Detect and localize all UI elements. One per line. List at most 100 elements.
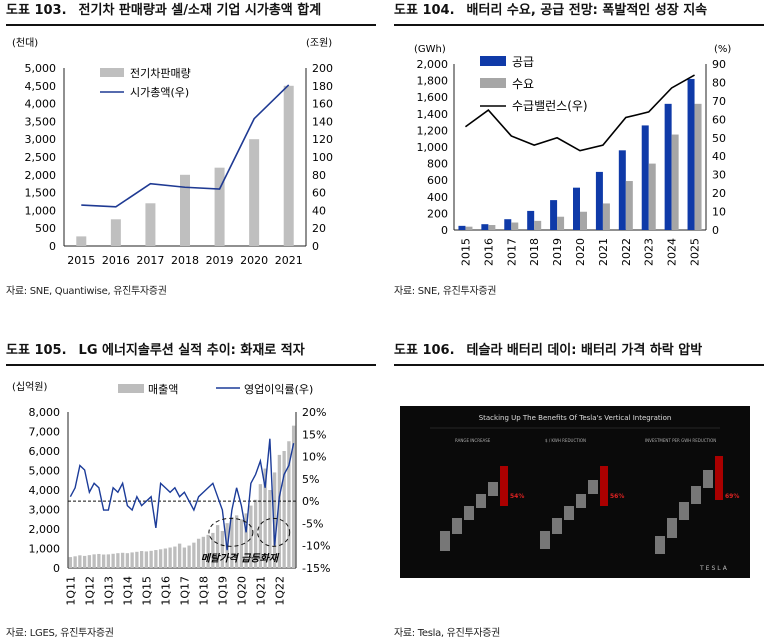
- demand-bar: [671, 134, 679, 230]
- sales-bar: [177, 543, 182, 568]
- y2-tick-label: -5%: [302, 517, 323, 530]
- sales-bar: [173, 546, 177, 568]
- y2-tick-label: 160: [312, 98, 333, 111]
- supply-bar: [573, 187, 580, 230]
- y2-tick-label: 20: [712, 187, 726, 200]
- tesla-col-label: INVESTMENT PER GWH REDUCTION: [645, 438, 716, 443]
- y-tick-label: 400: [427, 191, 448, 204]
- x-tick-label: 1Q20: [235, 576, 248, 606]
- sales-bar: [139, 551, 144, 568]
- supply-bar: [641, 125, 649, 230]
- supply-bar: [458, 225, 466, 230]
- margin-line: [69, 438, 295, 551]
- legend-label: 시가총액(우): [130, 86, 189, 99]
- bar: [214, 167, 225, 246]
- x-tick-label: 2023: [643, 238, 656, 266]
- sales-bar: [111, 553, 115, 568]
- x-tick-label: 2024: [666, 238, 679, 266]
- panel-title: 도표 104. 배터리 수요, 공급 전망: 폭발적인 성장 지속: [394, 0, 764, 26]
- sales-bar: [106, 554, 111, 568]
- y2-tick-label: 20: [312, 222, 326, 235]
- bar: [145, 203, 156, 246]
- sales-bar: [291, 425, 296, 568]
- x-tick-label: 1Q16: [159, 576, 172, 606]
- tesla-col-3: INVESTMENT PER GWH REDUCTION 69%: [645, 438, 739, 554]
- tesla-result: 54%: [510, 493, 524, 500]
- y2-tick-label: -10%: [302, 540, 330, 553]
- annotation-circle: [257, 517, 291, 547]
- sales-bar: [282, 451, 286, 568]
- x-tick-label: 2018: [528, 238, 541, 266]
- panel-title: 도표 106. 테슬라 배터리 데이: 배터리 가격 하락 압박: [394, 340, 764, 366]
- tesla-logo: TESLA: [699, 565, 729, 572]
- x-tick-label: 2022: [620, 238, 633, 266]
- y2-tick-label: -15%: [302, 562, 330, 575]
- y2-tick-label: 30: [712, 169, 726, 182]
- sales-bar: [244, 513, 248, 568]
- sales-bar: [135, 551, 139, 568]
- sales-bar: [68, 557, 73, 568]
- sales-bar: [78, 555, 82, 568]
- y-tick-label: 1,200: [417, 124, 449, 137]
- y-tick-label: 5,000: [25, 62, 57, 75]
- x-tick-label: 2019: [551, 238, 564, 266]
- panel-title: 도표 105. LG 에너지솔루션 실적 추이: 화재로 적자: [6, 340, 376, 366]
- demand-bar: [580, 211, 587, 230]
- y2-tick-label: 200: [312, 62, 333, 75]
- sales-bar: [192, 542, 196, 568]
- y-axis-label: (십억원): [12, 381, 48, 393]
- sales-bar: [182, 547, 187, 568]
- y-tick-label: 1,500: [25, 187, 57, 200]
- sales-bar: [73, 556, 77, 568]
- x-tick-label: 1Q19: [216, 576, 229, 606]
- tesla-col-2: $ / KWH REDUCTION 56%: [540, 438, 624, 549]
- y2-tick-label: 15%: [302, 428, 326, 441]
- y-tick-label: 3,000: [25, 133, 57, 146]
- source-note: 자료: LGES, 유진투자증권: [6, 628, 114, 639]
- x-tick-label: 2018: [171, 254, 199, 267]
- sales-bar: [92, 554, 96, 568]
- x-tick-label: 1Q13: [102, 576, 115, 606]
- x-tick-label: 1Q22: [273, 576, 286, 606]
- sales-bar: [87, 555, 92, 568]
- bar: [76, 236, 87, 246]
- bar: [283, 85, 294, 246]
- x-tick-label: 1Q21: [254, 576, 267, 606]
- sales-bar: [116, 553, 120, 568]
- panel-103: 도표 103. 전기차 판매량과 셀/소재 기업 시가총액 합계 (천대) (조원)…: [6, 0, 376, 300]
- y-tick-label: 2,500: [25, 151, 57, 164]
- y-tick-label: 4,000: [29, 484, 61, 497]
- sales-bar: [211, 532, 215, 568]
- x-tick-label: 2021: [597, 238, 610, 266]
- demand-bar: [625, 181, 633, 230]
- legend-label: 수급밸런스(우): [512, 99, 588, 113]
- sales-bar: [149, 550, 153, 568]
- sales-bar: [196, 538, 201, 568]
- x-tick-label: 2015: [459, 238, 472, 266]
- y-tick-label: 600: [427, 174, 448, 187]
- source-note: 자료: SNE, Quantiwise, 유진투자증권: [6, 286, 167, 297]
- y2-tick-label: 180: [312, 80, 333, 93]
- y-tick-label: 4,000: [25, 98, 57, 111]
- y-tick-label: 2,000: [25, 169, 57, 182]
- sales-bar: [206, 534, 210, 568]
- y-tick-label: 1,600: [417, 91, 449, 104]
- tesla-slide: Stacking Up The Benefits Of Tesla's Vert…: [430, 414, 739, 572]
- sales-bar: [249, 505, 253, 568]
- x-tick-label: 1Q17: [178, 576, 191, 606]
- y-tick-label: 7,000: [29, 426, 61, 439]
- supply-bar: [527, 210, 535, 230]
- tesla-result: 69%: [725, 493, 739, 500]
- y-tick-label: 0: [53, 562, 60, 575]
- y2-tick-label: 40: [712, 150, 726, 163]
- sales-bar: [258, 484, 263, 568]
- y-tick-label: 0: [441, 224, 448, 237]
- x-tick-label: 1Q18: [197, 576, 210, 606]
- x-tick-label: 2025: [689, 238, 702, 266]
- y2-tick-label: 0%: [302, 495, 319, 508]
- demand-bar: [557, 216, 565, 230]
- y2-tick-label: 50: [712, 132, 726, 145]
- x-tick-label: 1Q14: [121, 576, 134, 606]
- y-tick-label: 1,800: [417, 75, 449, 88]
- y2-tick-label: 140: [312, 115, 333, 128]
